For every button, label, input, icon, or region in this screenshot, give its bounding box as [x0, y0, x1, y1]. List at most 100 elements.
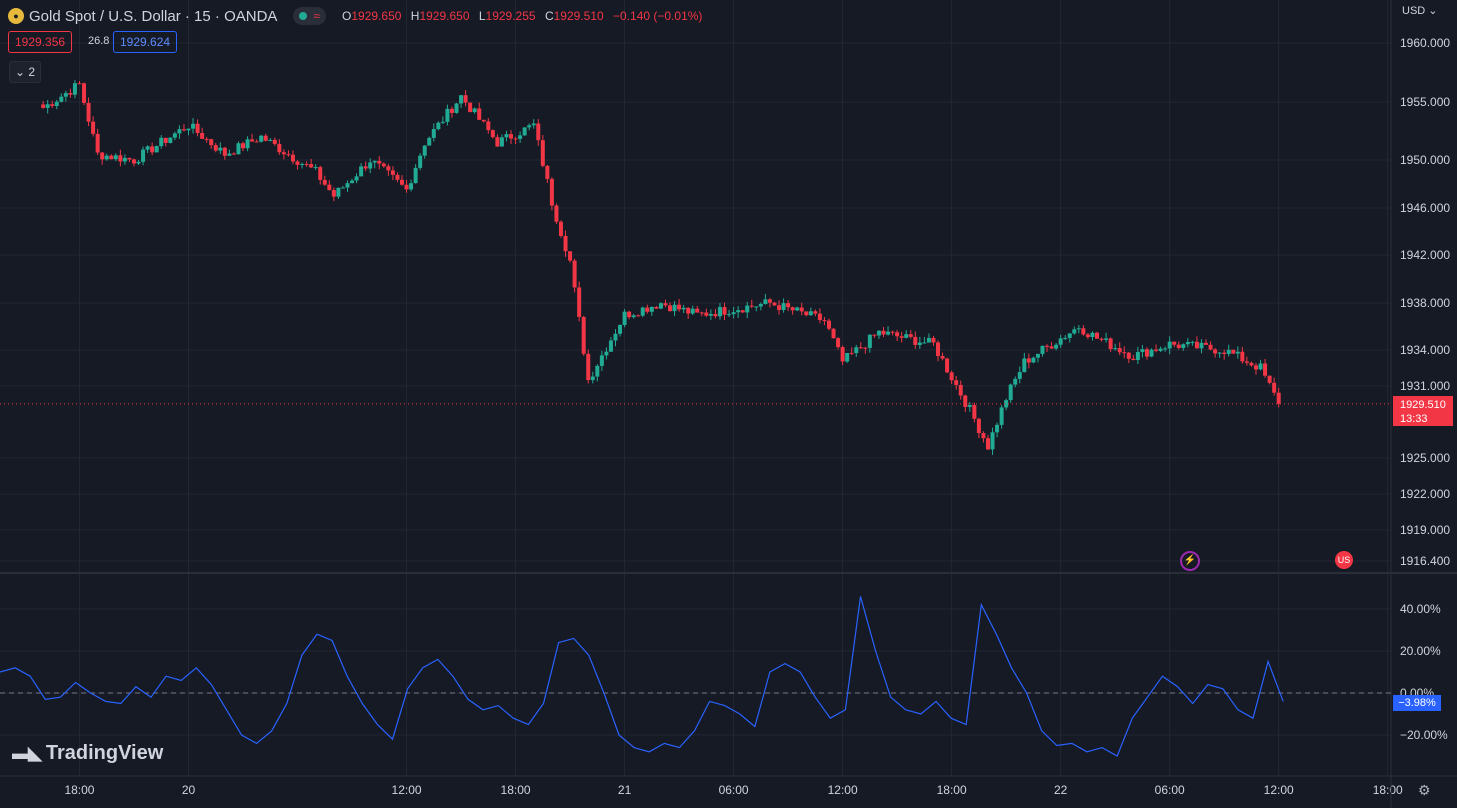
currency-label: USD [1402, 5, 1426, 17]
us-flag-icon[interactable]: US [1335, 551, 1353, 569]
candle-body [822, 320, 827, 322]
candle-body [913, 336, 918, 345]
candle-body [222, 147, 227, 156]
candle-body [390, 170, 395, 175]
candle-body [177, 129, 182, 134]
candle-body [922, 342, 927, 344]
y-tick-label: 1934.000 [1400, 343, 1450, 357]
candle-body [1176, 344, 1181, 348]
candle-body [917, 342, 922, 345]
lightning-icon[interactable]: ⚡ [1180, 551, 1200, 571]
candle-body [886, 331, 891, 335]
candle-body [1113, 348, 1118, 350]
data-delay-icon: ≈ [313, 9, 321, 23]
candle-body [1095, 332, 1099, 339]
candle-body [281, 152, 286, 155]
candle-body [926, 337, 931, 343]
candle-body [1217, 352, 1222, 354]
candle-body [1181, 344, 1186, 348]
osc-tick-label: −20.00% [1400, 728, 1448, 742]
candle-body [336, 187, 341, 197]
candle-body [386, 166, 391, 171]
sell-button[interactable]: 1929.356 [8, 31, 73, 53]
candle-body [227, 153, 232, 156]
y-tick-label: 1931.000 [1400, 379, 1450, 393]
candle-body [1204, 342, 1209, 345]
candle-body [122, 157, 127, 162]
candle-body [722, 307, 727, 315]
candle-body [645, 307, 650, 312]
candle-body [1072, 329, 1077, 334]
candle-body [836, 338, 841, 348]
candle-body [554, 205, 559, 222]
candle-body [976, 418, 981, 434]
candle-body [1213, 349, 1218, 354]
candle-body [277, 143, 282, 153]
candle-body [845, 352, 850, 362]
candle-body [95, 133, 100, 153]
candle-body [1272, 382, 1277, 393]
candle-body [668, 305, 673, 312]
candle-body [490, 130, 495, 138]
candle-body [409, 183, 414, 190]
candle-body [636, 315, 641, 317]
candle-body [849, 352, 854, 354]
candle-body [858, 347, 863, 349]
candle-body [681, 307, 686, 310]
tradingview-logo[interactable]: ▬◣ TradingView [12, 742, 163, 765]
ohlc-values: O1929.650 H1929.650 L1929.255 C1929.510 … [342, 9, 708, 23]
candle-body [499, 137, 504, 147]
candle-body [1222, 352, 1227, 354]
candle-body [168, 137, 173, 143]
candle-body [568, 251, 573, 261]
symbol-title[interactable]: Gold Spot / U.S. Dollar · 15 · OANDA [29, 7, 278, 25]
candle-body [1194, 341, 1199, 349]
candle-body [563, 235, 568, 252]
candle-body [1244, 361, 1249, 363]
buy-button[interactable]: 1929.624 [113, 31, 178, 53]
candle-body [1208, 344, 1213, 350]
candle-body [622, 311, 627, 325]
candle-body [427, 137, 432, 146]
candle-body [449, 108, 454, 113]
candle-body [104, 155, 109, 160]
candle-body [109, 155, 114, 160]
candle-body [745, 305, 750, 313]
candle-body [363, 166, 368, 169]
x-tick-label: 18:00 [1373, 783, 1403, 797]
candle-body [1122, 352, 1127, 354]
candle-body [740, 310, 745, 313]
candle-body [141, 149, 146, 162]
candle-body [1117, 348, 1122, 353]
candle-body [1249, 362, 1254, 366]
currency-selector[interactable]: USD ⌄ [1402, 5, 1438, 17]
candle-body [245, 139, 250, 149]
candle-body [767, 299, 772, 303]
candle-body [627, 311, 632, 318]
candle-body [945, 358, 950, 373]
candle-body [150, 146, 155, 153]
candle-body [613, 333, 618, 341]
candle-body [936, 342, 941, 356]
candle-body [1144, 349, 1149, 357]
candle-body [1017, 372, 1022, 379]
candle-body [186, 128, 191, 131]
status-pill[interactable]: ≈ [293, 7, 327, 25]
candle-body [854, 347, 859, 354]
tv-mark-icon: ▬◣ [12, 743, 42, 763]
indicators-toggle-button[interactable]: ⌄ 2 [9, 61, 41, 83]
oscillator-value-label: −3.98% [1393, 695, 1441, 711]
candle-body [1226, 349, 1231, 354]
candle-body [1199, 342, 1204, 349]
last-price-label: 1929.510 13:33 [1393, 396, 1453, 426]
candle-body [595, 365, 600, 377]
candle-body [795, 307, 800, 311]
candle-body [754, 306, 759, 308]
y-tick-label: 1960.000 [1400, 36, 1450, 50]
gear-icon[interactable]: ⚙ [1418, 782, 1431, 798]
candle-body [118, 155, 123, 162]
candle-body [990, 432, 995, 450]
candle-body [472, 108, 477, 113]
candle-body [518, 135, 523, 139]
